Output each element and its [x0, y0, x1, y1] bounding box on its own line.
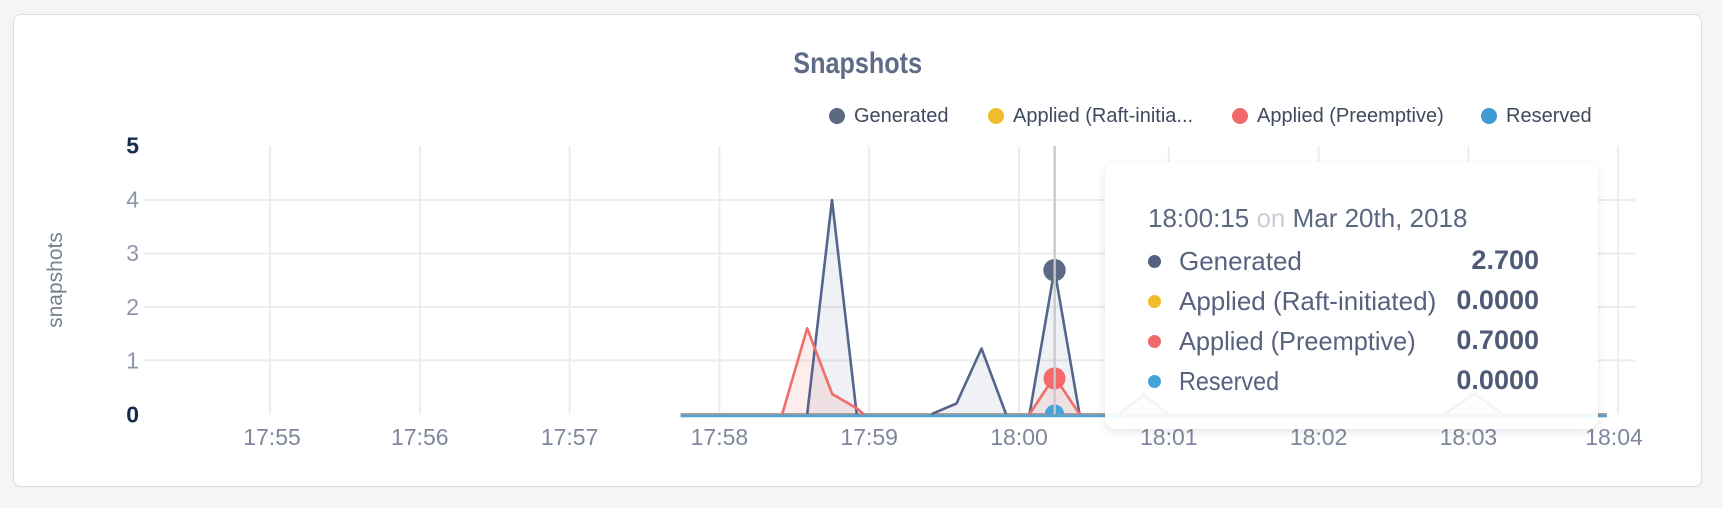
svg-text:2: 2 [126, 294, 139, 320]
svg-text:18:04: 18:04 [1585, 424, 1643, 450]
svg-text:17:55: 17:55 [243, 424, 301, 450]
svg-text:4: 4 [126, 187, 139, 213]
svg-text:17:56: 17:56 [391, 424, 449, 450]
svg-text:snapshots: snapshots [44, 232, 67, 328]
svg-text:0: 0 [126, 402, 139, 428]
svg-text:18:00: 18:00 [990, 424, 1048, 450]
svg-text:1: 1 [126, 348, 139, 374]
svg-text:5: 5 [126, 133, 139, 159]
svg-text:17:59: 17:59 [840, 424, 898, 450]
svg-text:17:57: 17:57 [541, 424, 599, 450]
svg-text:17:58: 17:58 [691, 424, 749, 450]
svg-text:3: 3 [126, 240, 139, 266]
